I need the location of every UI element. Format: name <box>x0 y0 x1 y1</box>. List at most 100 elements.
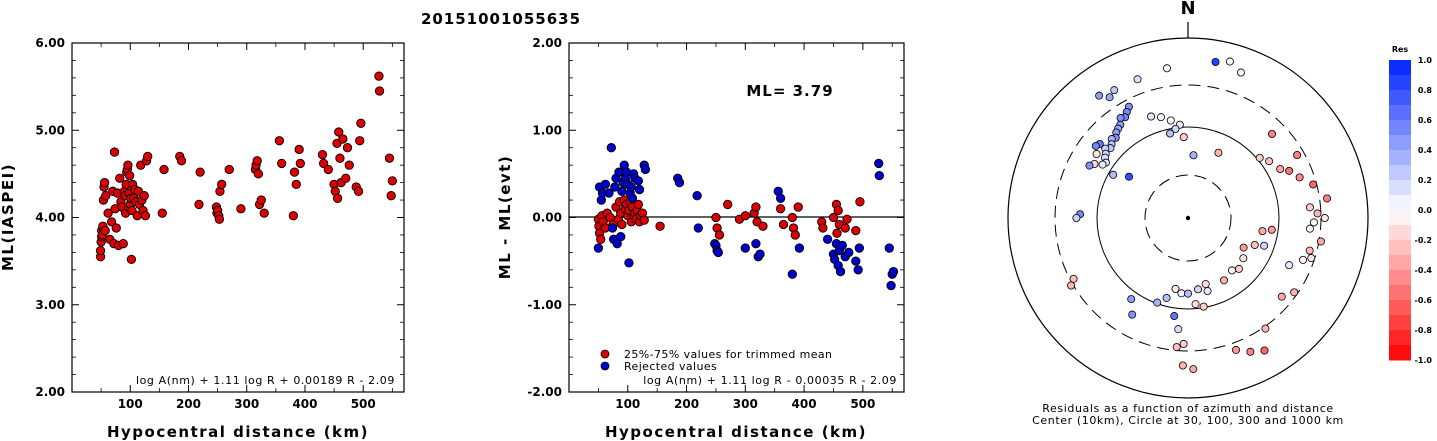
ml-point <box>106 217 117 227</box>
colorbar-tick-label: -0.2 <box>1415 236 1433 245</box>
y-tick-label: 5.00 <box>35 123 65 137</box>
trimmed-point <box>778 219 789 230</box>
x-tick-label: 200 <box>176 397 201 411</box>
residual-point <box>1072 213 1081 222</box>
ml-point <box>317 150 328 160</box>
colorbar-cell <box>1389 225 1411 241</box>
ml-point <box>125 170 135 181</box>
trimmed-point <box>775 204 786 214</box>
data-points <box>95 71 398 265</box>
legend-marker-rejected <box>600 361 610 371</box>
ml-point <box>294 144 304 155</box>
colorbar-tick-label: -0.4 <box>1415 266 1433 275</box>
residual-point <box>1178 361 1187 370</box>
trimmed-point <box>758 221 768 231</box>
rejected-point <box>884 243 894 253</box>
colorbar-tick-label: 0.0 <box>1418 206 1433 215</box>
colorbar-cells <box>1389 60 1411 361</box>
residual-point <box>1232 345 1241 354</box>
trimmed-point <box>855 197 865 207</box>
ml-point <box>386 191 396 201</box>
rejected-point <box>693 223 703 233</box>
residual-point <box>1184 289 1193 298</box>
trimmed-point <box>711 212 721 223</box>
formula-label: log A(nm) + 1.11 log R + 0.00189 R - 2.0… <box>136 374 395 387</box>
residual-point <box>1293 150 1302 159</box>
rejected-point <box>844 247 854 258</box>
ml-point <box>103 208 113 218</box>
rejected-point <box>755 249 765 259</box>
ml-point <box>332 193 343 203</box>
rejected-point <box>692 191 702 201</box>
residual-point <box>1305 224 1314 233</box>
legend-label-rejected: Rejected values <box>624 360 717 373</box>
residual-point <box>1255 153 1264 162</box>
residual-point <box>1109 170 1118 179</box>
ml-point <box>195 167 205 177</box>
residual-point <box>1171 284 1180 293</box>
rejected-point <box>886 280 896 291</box>
data-points <box>1067 57 1332 374</box>
trimmed-point <box>787 212 797 223</box>
residual-point <box>1203 287 1212 296</box>
residual-point <box>1067 281 1076 290</box>
ml-value-label: ML= 3.79 <box>746 82 833 100</box>
ml-point <box>111 223 121 233</box>
residual-point <box>1260 346 1269 355</box>
ml-point <box>224 164 234 175</box>
rejected-point <box>674 177 685 188</box>
residual-point <box>1091 141 1100 150</box>
rejected-point <box>624 258 634 268</box>
ml-point <box>344 160 354 170</box>
trimmed-point <box>639 215 649 225</box>
trimmed-point <box>818 223 828 233</box>
residual-point <box>1323 194 1332 203</box>
ml-point <box>143 151 153 162</box>
ml-point <box>295 158 305 169</box>
residual-point <box>1170 312 1179 321</box>
residual-point <box>1116 114 1125 123</box>
residual-point <box>1189 151 1198 160</box>
residual-point <box>1277 292 1286 301</box>
colorbar-cell <box>1389 255 1411 271</box>
y-tick-label: -2.00 <box>527 385 562 399</box>
residual-point <box>1127 295 1136 304</box>
residual-point <box>1156 113 1165 122</box>
residual-point <box>1268 129 1277 138</box>
residual-point <box>1260 241 1269 250</box>
residual-point <box>1105 93 1114 102</box>
colorbar-tick-label: -0.6 <box>1415 296 1433 305</box>
residual-point <box>1162 293 1171 302</box>
rejected-point <box>640 164 651 175</box>
residual-point <box>1285 261 1294 270</box>
x-axis-label: Hypocentral distance (km) <box>107 423 369 441</box>
rejected-point <box>634 184 645 195</box>
residual-point <box>1191 300 1200 309</box>
colorbar-tick-label: 0.4 <box>1418 146 1433 155</box>
trimmed-point <box>842 214 852 224</box>
residual-point <box>1153 298 1162 307</box>
ml-point <box>217 179 227 189</box>
rejected-point <box>854 243 864 253</box>
residual-point <box>1174 325 1183 334</box>
colorbar-cell <box>1389 300 1411 316</box>
ml-point <box>374 71 384 81</box>
trimmed-point <box>793 202 803 212</box>
trimmed-point <box>828 212 839 223</box>
rejected-point <box>617 186 627 196</box>
residual-point <box>1261 324 1270 333</box>
rejected-point <box>853 265 863 275</box>
x-tick-label: 500 <box>850 397 875 411</box>
rejected-point <box>627 193 638 203</box>
residual-point <box>1309 218 1318 227</box>
axis-ticks: 100 200 300 400 500 2.00 3.00 4.00 5.00 6.00 <box>35 36 404 411</box>
ml-point <box>140 211 151 221</box>
x-tick-label: 400 <box>292 397 317 411</box>
ml-point <box>95 246 106 256</box>
north-label: N <box>1180 0 1195 19</box>
residual-point <box>1214 148 1223 157</box>
residual-point <box>1098 160 1107 169</box>
axis-ticks: 100 200 300 400 500 -2.00 -1.00 0.00 1.00 2.00 <box>527 36 904 411</box>
residual-point <box>1199 302 1208 311</box>
data-points <box>593 143 899 291</box>
